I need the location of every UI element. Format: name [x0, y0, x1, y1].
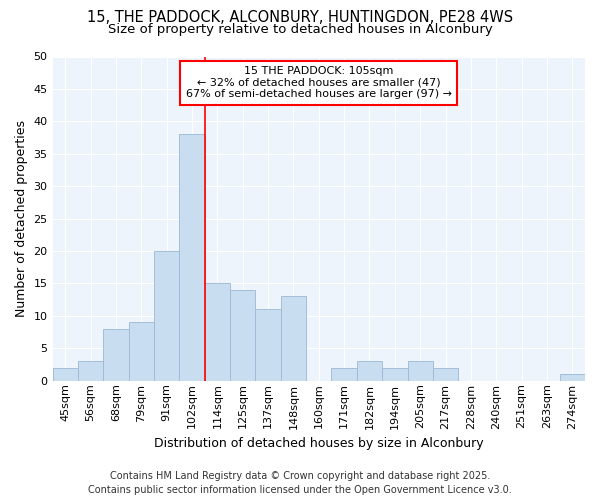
Bar [433, 368, 458, 381]
Text: Size of property relative to detached houses in Alconbury: Size of property relative to detached ho… [107, 22, 493, 36]
Bar [78, 362, 103, 381]
Bar [205, 284, 230, 381]
Text: Contains HM Land Registry data © Crown copyright and database right 2025.
Contai: Contains HM Land Registry data © Crown c… [88, 471, 512, 495]
Bar [281, 296, 306, 381]
Bar [230, 290, 256, 381]
Bar [103, 329, 128, 381]
Bar [560, 374, 585, 381]
Bar [128, 322, 154, 381]
Bar [53, 368, 78, 381]
Text: 15 THE PADDOCK: 105sqm
← 32% of detached houses are smaller (47)
67% of semi-det: 15 THE PADDOCK: 105sqm ← 32% of detached… [186, 66, 452, 100]
Bar [357, 362, 382, 381]
Bar [154, 251, 179, 381]
Bar [407, 362, 433, 381]
Bar [256, 310, 281, 381]
Text: 15, THE PADDOCK, ALCONBURY, HUNTINGDON, PE28 4WS: 15, THE PADDOCK, ALCONBURY, HUNTINGDON, … [87, 10, 513, 25]
X-axis label: Distribution of detached houses by size in Alconbury: Distribution of detached houses by size … [154, 437, 484, 450]
Bar [331, 368, 357, 381]
Bar [382, 368, 407, 381]
Y-axis label: Number of detached properties: Number of detached properties [15, 120, 28, 317]
Bar [179, 134, 205, 381]
